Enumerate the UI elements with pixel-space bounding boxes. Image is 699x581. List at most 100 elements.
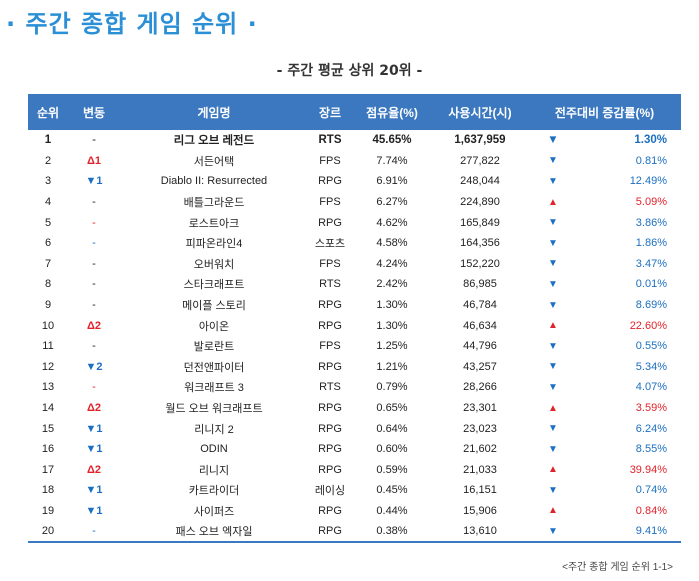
game-name-cell: Diablo II: Resurrected (160, 175, 268, 188)
table-row: 13 - 워크래프트 3 RTS 0.79% 28,266 ▼ 4.07% (28, 377, 681, 398)
game-name-cell: 서든어택 (193, 155, 235, 168)
share-cell: 7.74% (376, 154, 408, 167)
trend-icon: ▼ (528, 521, 578, 543)
header-change: 변동 (82, 105, 106, 120)
change-cell: ▼1 (85, 484, 103, 497)
change-cell: ▼1 (85, 175, 103, 188)
genre-cell: RPG (318, 175, 342, 188)
game-name-cell: 카트라이더 (188, 485, 240, 498)
genre-cell: RTS (318, 134, 342, 147)
share-cell: 0.64% (376, 422, 408, 435)
share-cell: 1.30% (376, 299, 408, 312)
genre-cell: RTS (319, 381, 341, 394)
rank-cell: 8 (44, 278, 52, 291)
game-name-cell: 리니지 (198, 464, 230, 477)
table-row: 18 ▼1 카트라이더 레이싱 0.45% 16,151 ▼ 0.74% (28, 480, 681, 501)
change-cell: ▼1 (85, 443, 103, 456)
share-cell: 0.60% (376, 443, 408, 456)
share-cell: 0.65% (376, 402, 408, 415)
wow-cell: 4.07% (635, 381, 667, 394)
trend-icon: ▼ (548, 278, 558, 290)
genre-cell: RPG (318, 360, 342, 373)
rank-cell: 15 (41, 422, 55, 435)
trend-icon: ▲ (548, 402, 558, 414)
game-name-cell: 발로란트 (193, 341, 235, 354)
table-row: 5 - 로스트아크 RPG 4.62% 165,849 ▼ 3.86% (28, 212, 681, 233)
genre-cell: RPG (308, 521, 352, 543)
game-name-cell: 오버워치 (193, 258, 235, 271)
change-cell: - (92, 381, 96, 394)
change-cell: Δ2 (86, 402, 102, 415)
hours-cell: 28,266 (463, 381, 497, 394)
rank-cell: 10 (41, 319, 55, 332)
genre-cell: RPG (318, 422, 342, 435)
genre-cell: RPG (318, 443, 342, 456)
hours-cell: 43,257 (463, 360, 497, 373)
game-name-cell: 패스 오브 엑자일 (120, 521, 308, 543)
hours-cell: 86,985 (463, 278, 497, 291)
table-row: 7 - 오버워치 FPS 4.24% 152,220 ▼ 3.47% (28, 254, 681, 275)
rank-cell: 14 (41, 402, 55, 415)
genre-cell: RPG (318, 463, 342, 476)
trend-icon: ▼ (548, 175, 558, 187)
rank-cell: 2 (44, 154, 52, 167)
hours-cell: 224,890 (460, 196, 500, 209)
table-caption: <주간 종합 게임 순위 1-1> (562, 562, 673, 573)
change-cell: - (92, 216, 96, 229)
trend-icon: ▼ (548, 299, 558, 311)
table-row: 9 - 메이플 스토리 RPG 1.30% 46,784 ▼ 8.69% (28, 295, 681, 316)
hours-cell: 21,602 (463, 443, 497, 456)
change-cell: - (68, 521, 120, 543)
wow-cell: 0.84% (635, 504, 667, 517)
table-header-row: 순위 변동 게임명 장르 점유율(%) 사용시간(시) 전주대비 증감률(%) (28, 94, 681, 130)
header-hours: 사용시간(시) (448, 105, 512, 120)
rank-cell: 9 (44, 299, 52, 312)
wow-cell: 12.49% (629, 175, 667, 188)
wow-cell: 5.34% (635, 360, 667, 373)
trend-icon: ▲ (548, 320, 558, 332)
rank-cell: 17 (41, 463, 55, 476)
genre-cell: FPS (319, 154, 341, 167)
table-row: 17 Δ2 리니지 RPG 0.59% 21,033 ▲ 39.94% (28, 460, 681, 481)
genre-cell: FPS (319, 196, 341, 209)
change-cell: - (92, 257, 96, 270)
trend-icon: ▼ (548, 443, 558, 455)
table-row: 19 ▼1 사이퍼즈 RPG 0.44% 15,906 ▲ 0.84% (28, 501, 681, 522)
genre-cell: RPG (318, 299, 342, 312)
hours-cell: 23,023 (463, 422, 497, 435)
hours-cell: 23,301 (463, 402, 497, 415)
share-cell: 0.45% (376, 484, 408, 497)
game-name-cell: 아이온 (198, 320, 230, 333)
genre-cell: FPS (319, 340, 341, 353)
trend-icon: ▼ (548, 423, 558, 435)
hours-cell: 164,356 (460, 237, 500, 250)
wow-cell: 0.01% (635, 278, 667, 291)
rank-cell: 12 (41, 360, 55, 373)
game-name-cell: 던전앤파이터 (183, 361, 245, 374)
change-cell: - (92, 299, 96, 312)
table-row: 6 - 피파온라인4 스포츠 4.58% 164,356 ▼ 1.86% (28, 233, 681, 254)
share-cell: 6.91% (376, 175, 408, 188)
share-cell: 0.79% (376, 381, 408, 394)
wow-cell: 0.74% (635, 484, 667, 497)
wow-cell: 3.59% (635, 402, 667, 415)
table-row: 4 - 배틀그라운드 FPS 6.27% 224,890 ▲ 5.09% (28, 192, 681, 213)
hours-cell: 46,634 (463, 319, 497, 332)
title-dot-right: · (247, 10, 258, 38)
share-cell: 4.62% (376, 216, 408, 229)
wow-cell: 0.81% (635, 154, 667, 167)
rank-cell: 13 (41, 381, 55, 394)
share-cell: 1.25% (376, 340, 408, 353)
change-cell: - (92, 134, 96, 147)
header-wow: 전주대비 증감률(%) (554, 105, 655, 120)
table-row: 8 - 스타크래프트 RTS 2.42% 86,985 ▼ 0.01% (28, 274, 681, 295)
wow-cell: 9.41% (578, 521, 681, 543)
wow-cell: 6.24% (635, 422, 667, 435)
rank-cell: 20 (28, 521, 68, 543)
header-share: 점유율(%) (366, 105, 418, 120)
hours-cell: 248,044 (460, 175, 500, 188)
table-row: 1 - 리그 오브 레전드 RTS 45.65% 1,637,959 ▼ 1.30% (28, 130, 681, 151)
wow-cell: 3.47% (635, 257, 667, 270)
wow-cell: 0.55% (635, 340, 667, 353)
table-row: 20- 패스 오브 엑자일 RPG 0.38% 13,610 ▼ 9.41% (28, 521, 681, 543)
